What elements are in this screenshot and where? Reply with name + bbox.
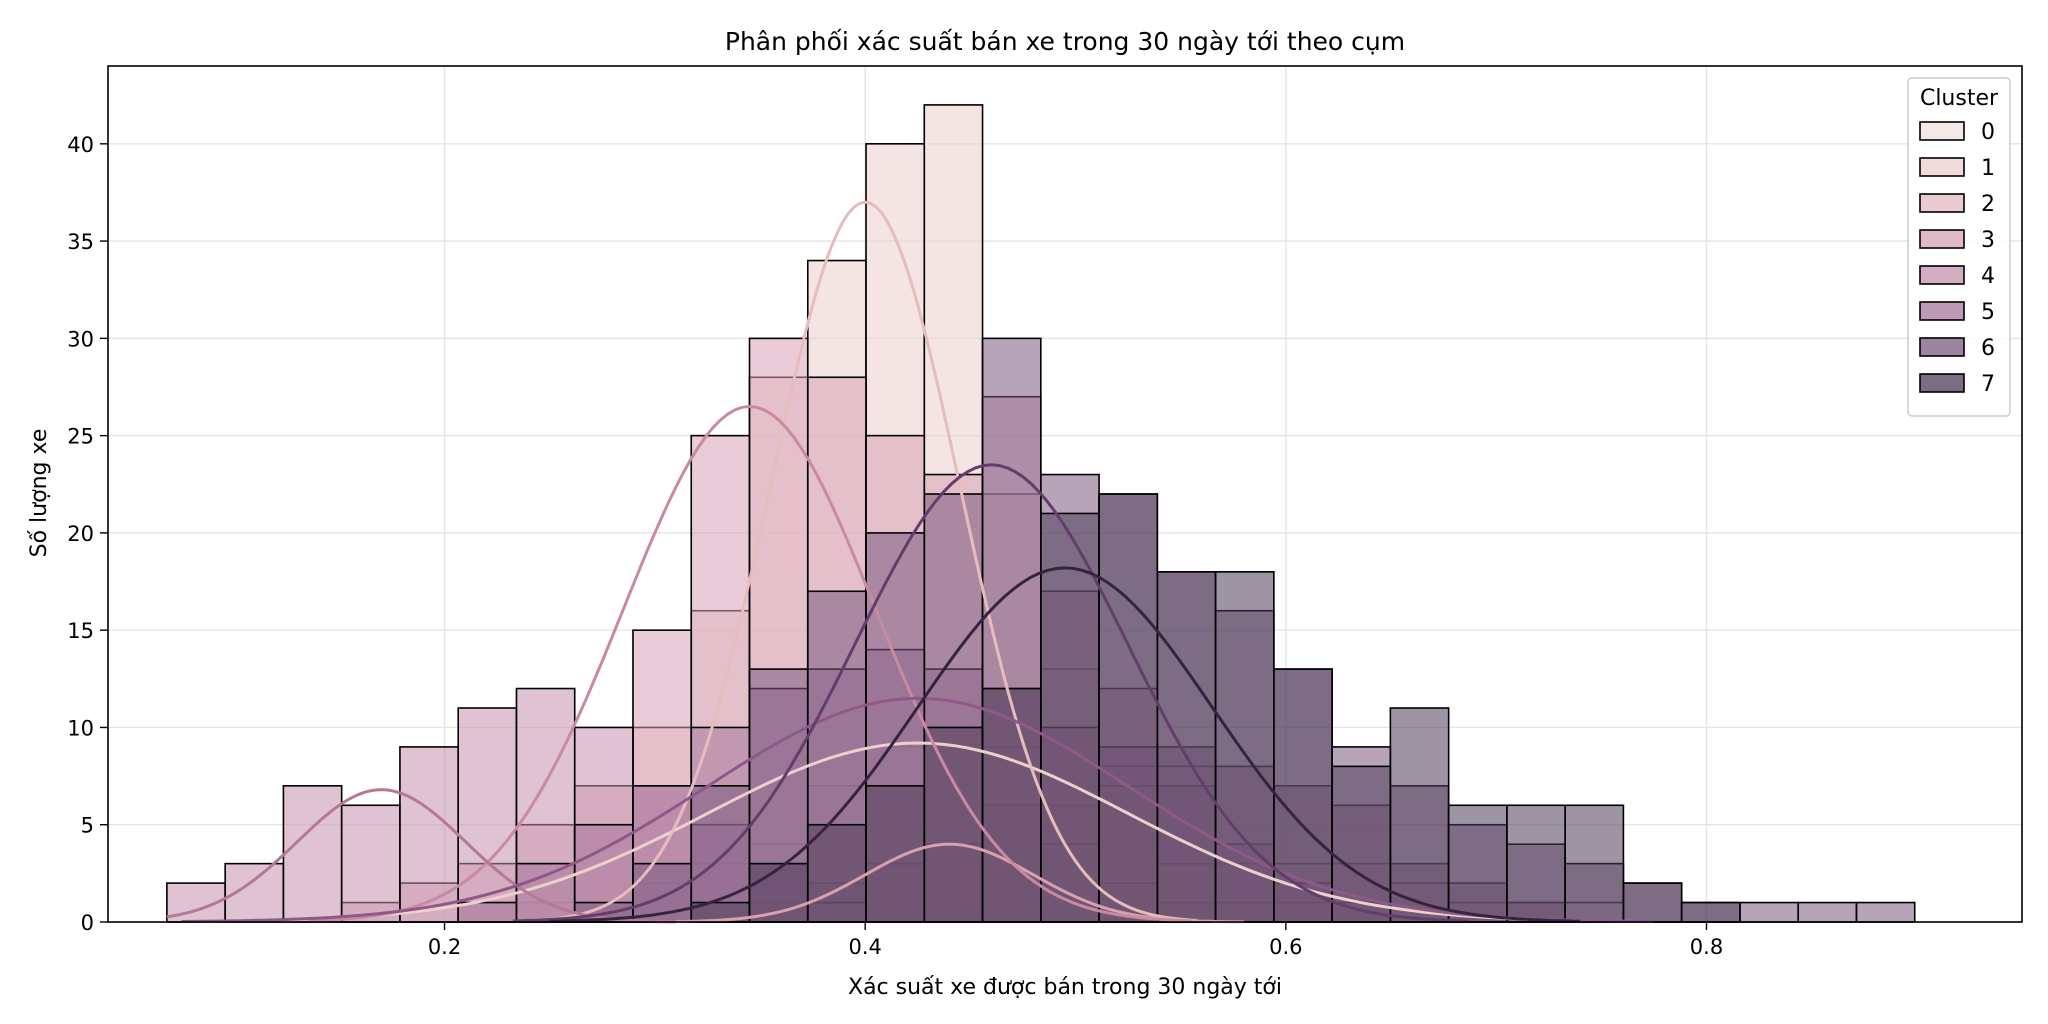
legend-swatch <box>1919 229 1965 249</box>
legend-label: 0 <box>1981 120 1995 145</box>
y-tick-label: 5 <box>81 814 94 838</box>
bar <box>1506 804 1566 923</box>
x-tick-label: 0.2 <box>428 935 461 959</box>
legend-swatch <box>1919 157 1965 177</box>
y-tick-label: 10 <box>67 716 94 740</box>
kde-curve-7 <box>549 566 1581 923</box>
legend-swatch <box>1919 265 1965 285</box>
y-tick-label: 25 <box>67 425 94 449</box>
bar <box>1622 882 1683 923</box>
y-tick-label: 35 <box>67 230 94 254</box>
kde-curves <box>166 200 1654 924</box>
bar <box>399 746 459 923</box>
legend-title: Cluster <box>1920 86 1999 111</box>
bar <box>340 804 401 923</box>
kde-curve-5 <box>181 696 1654 923</box>
legend-label: 1 <box>1981 156 1995 181</box>
kde-curve-3 <box>307 404 1192 923</box>
bar <box>1680 901 1741 923</box>
bar <box>282 785 343 923</box>
bar <box>1564 804 1625 923</box>
bar <box>457 707 518 923</box>
legend: Cluster 0 1 2 3 4 5 6 7 <box>1907 77 2011 417</box>
kde-curve-1 <box>533 200 1197 922</box>
legend-swatch <box>1919 193 1965 213</box>
x-axis-label: Xác suất xe được bán trong 30 ngày tới <box>848 975 1282 1000</box>
kde-curve-6 <box>512 463 1470 923</box>
bar <box>923 726 984 923</box>
bar <box>1098 493 1159 923</box>
legend-label: 7 <box>1981 372 1995 397</box>
legend-swatch <box>1919 121 1965 141</box>
bar <box>1389 707 1450 923</box>
x-tick-label: 0.8 <box>1690 935 1723 959</box>
x-axis-ticks: 0.2 0.4 0.6 0.8 <box>428 922 1723 959</box>
legend-swatch <box>1919 337 1965 357</box>
legend-label: 5 <box>1981 300 1995 325</box>
chart-title: Phân phối xác suất bán xe trong 30 ngày … <box>725 27 1405 56</box>
y-tick-label: 15 <box>67 619 94 643</box>
bar <box>1855 901 1916 923</box>
bar <box>1739 901 1800 923</box>
kde-curve-0 <box>181 741 1654 924</box>
y-tick-label: 20 <box>67 522 94 546</box>
bar <box>1797 901 1858 923</box>
plot-frame <box>107 65 2023 923</box>
y-tick-label: 0 <box>81 911 94 935</box>
x-tick-label: 0.6 <box>1269 935 1302 959</box>
legend-label: 3 <box>1981 228 1995 253</box>
legend-swatch <box>1919 373 1965 393</box>
y-axis-ticks: 0 5 10 15 20 25 30 35 40 <box>67 133 108 935</box>
y-tick-label: 40 <box>67 133 94 157</box>
legend-swatch <box>1919 301 1965 321</box>
legend-label: 6 <box>1981 336 1995 361</box>
series-7-bars <box>690 493 1741 923</box>
x-tick-label: 0.4 <box>848 935 881 959</box>
y-tick-label: 30 <box>67 327 94 351</box>
bar <box>806 823 867 923</box>
legend-label: 2 <box>1981 192 1995 217</box>
histogram-bars <box>166 104 1916 923</box>
bar <box>981 687 1042 923</box>
bar <box>1447 804 1508 923</box>
legend-label: 4 <box>1981 264 1995 289</box>
y-axis-label: Số lượng xe <box>27 429 52 558</box>
bar <box>1156 571 1217 923</box>
bar <box>1273 668 1333 923</box>
bar <box>865 785 926 923</box>
